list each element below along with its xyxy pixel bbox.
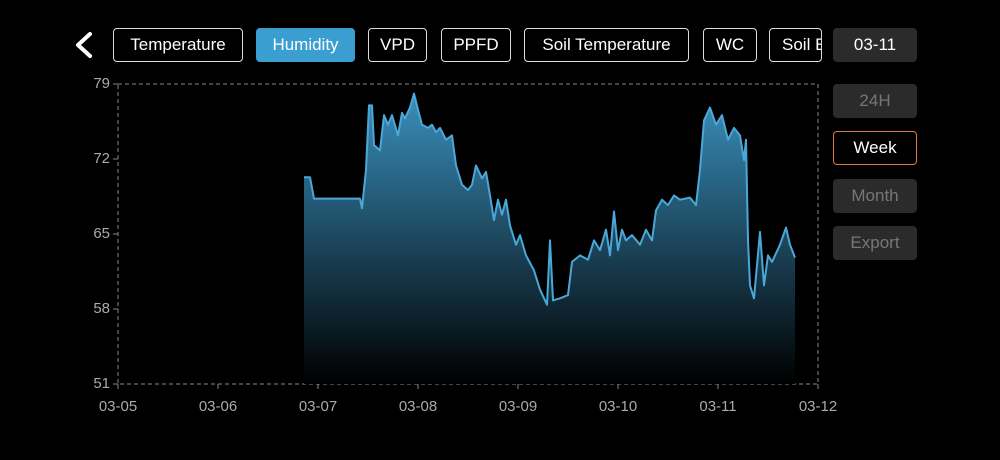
y-tick-label: 58 (93, 300, 110, 317)
line (304, 92, 796, 306)
x-tick-label: 03-08 (399, 398, 437, 415)
tab[interactable]: VPD (368, 28, 427, 62)
range-button[interactable]: 24H (833, 84, 917, 118)
tab[interactable]: Humidity (256, 28, 355, 62)
tab[interactable]: Soil Temperature (524, 28, 689, 62)
range-button[interactable]: Week (833, 131, 917, 166)
date-button[interactable]: 03-11 (833, 28, 917, 62)
x-tick-label: 03-06 (199, 398, 237, 415)
y-tick-label: 72 (93, 150, 110, 167)
x-tick-label: 03-05 (99, 398, 137, 415)
x-tick-label: 03-12 (799, 398, 837, 415)
x-tick-label: 03-09 (499, 398, 537, 415)
y-tick-label: 79 (93, 75, 110, 92)
y-tick-label: 65 (93, 225, 110, 242)
tab-clipped[interactable]: Soil EC (769, 28, 822, 62)
tab[interactable]: WC (703, 28, 757, 62)
y-tick-label: 51 (93, 375, 110, 392)
x-tick-label: 03-07 (299, 398, 337, 415)
back-button[interactable] (76, 32, 92, 58)
range-button[interactable]: Month (833, 178, 917, 213)
area-fill (304, 93, 795, 384)
range-button[interactable]: Export (833, 225, 917, 260)
x-tick-label: 03-10 (599, 398, 637, 415)
x-tick-label: 03-11 (699, 398, 736, 415)
tab[interactable]: Temperature (113, 28, 243, 62)
tab[interactable]: PPFD (441, 28, 511, 62)
